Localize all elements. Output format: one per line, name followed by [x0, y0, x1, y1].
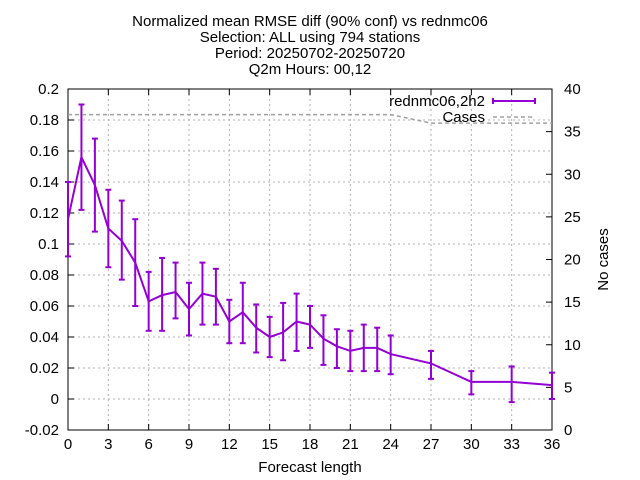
error-bar	[333, 328, 340, 369]
x-axis-label: Forecast length	[258, 459, 361, 476]
error-bar	[239, 281, 246, 345]
error-bar	[360, 323, 367, 373]
legend-label: rednmc06,2h2	[389, 93, 485, 110]
x-axis: 0 3 6 9 12 15 18 21 24 27 30 33 36	[64, 89, 561, 453]
error-bar	[159, 256, 166, 332]
error-bar	[105, 188, 112, 269]
y-tick-label: 0.18	[30, 112, 59, 129]
error-bar	[145, 270, 152, 332]
y-tick-label: -0.02	[25, 422, 59, 439]
y-tick-label: 0.02	[30, 360, 59, 377]
y-axis: -0.02 0 0.02 0.04 0.06 0.08 0.1 0.12 0.14 0.16 0.1…	[25, 81, 74, 439]
y-tick-label: 0.06	[30, 298, 59, 315]
error-bar	[212, 267, 219, 326]
error-bar	[186, 281, 192, 337]
chart-title: Normalized mean RMSE diff (90% conf) vs …	[132, 13, 488, 78]
y2-tick-label: 40	[564, 81, 581, 98]
error-bar	[549, 371, 555, 400]
error-bar	[226, 298, 233, 345]
error-bar	[347, 329, 354, 373]
x-tick-label: 33	[503, 436, 520, 453]
x-tick-label: 30	[463, 436, 480, 453]
x-tick-label: 0	[64, 436, 72, 453]
error-bar	[132, 218, 139, 307]
y2-tick-label: 0	[564, 422, 572, 439]
title-line: Q2m Hours: 00,12	[249, 61, 372, 78]
error-bar	[172, 261, 179, 320]
series-main	[65, 103, 555, 404]
error-bar	[293, 292, 300, 352]
error-bar	[266, 315, 273, 359]
x-tick-label: 24	[382, 436, 399, 453]
series-line	[68, 113, 552, 124]
y-tick-label: 0	[51, 391, 59, 408]
error-bar	[307, 305, 313, 349]
error-bar	[199, 261, 206, 326]
error-bar	[65, 181, 71, 258]
y2-tick-label: 10	[564, 337, 581, 354]
x-tick-label: 18	[302, 436, 319, 453]
x-tick-label: 27	[423, 436, 440, 453]
x-tick-label: 15	[261, 436, 278, 453]
error-bar	[320, 314, 327, 366]
error-bar	[387, 334, 394, 376]
error-bar	[468, 370, 475, 396]
error-bar	[508, 365, 515, 404]
error-bar	[253, 303, 260, 354]
y2-tick-label: 25	[564, 209, 581, 226]
y2-tick-label: 35	[564, 124, 581, 141]
y-tick-label: 0.08	[30, 267, 59, 284]
error-bar	[280, 301, 287, 362]
series-layer	[65, 103, 555, 404]
x-tick-label: 12	[221, 436, 238, 453]
series-cases	[68, 113, 552, 124]
x-tick-label: 21	[342, 436, 359, 453]
grid	[68, 89, 552, 430]
y2-axis: 0 5 10 15 20 25 30 35 40	[546, 81, 581, 439]
y-tick-label: 0.16	[30, 143, 59, 160]
y2-tick-label: 15	[564, 294, 581, 311]
error-bar	[428, 349, 434, 380]
error-bar	[118, 199, 125, 281]
y2-axis-label: No cases	[595, 228, 612, 291]
title-line: Period: 20250702-20250720	[215, 45, 405, 62]
y-tick-label: 0.2	[38, 81, 59, 98]
error-bar	[78, 103, 85, 211]
y-tick-label: 0.12	[30, 205, 59, 222]
error-bar	[374, 326, 381, 373]
error-bar	[91, 137, 98, 233]
x-tick-label: 6	[144, 436, 152, 453]
x-tick-label: 9	[185, 436, 193, 453]
y2-tick-label: 5	[564, 379, 572, 396]
title-line: Normalized mean RMSE diff (90% conf) vs …	[132, 13, 488, 30]
x-tick-label: 36	[544, 436, 561, 453]
legend-label: Cases	[442, 109, 485, 126]
y-tick-label: 0.14	[30, 174, 59, 191]
y-tick-label: 0.1	[38, 236, 59, 253]
y2-tick-label: 20	[564, 252, 581, 269]
title-line: Selection: ALL using 794 stations	[200, 29, 420, 46]
y2-tick-label: 30	[564, 166, 581, 183]
y-tick-label: 0.04	[30, 329, 59, 346]
x-tick-label: 3	[104, 436, 112, 453]
